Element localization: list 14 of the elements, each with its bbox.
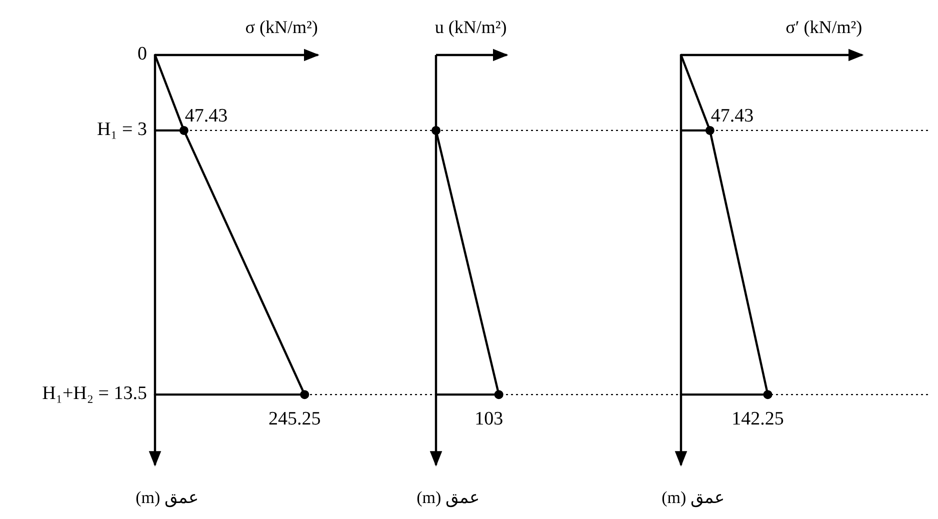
data-label: 47.43 <box>710 105 754 126</box>
y-tick-label: H₁+H₂ = 13.5 <box>42 382 147 404</box>
y-axis-title: عمق (m) <box>662 488 724 508</box>
x-axis-title: u (kN/m²) <box>434 17 507 37</box>
x-axis-title: σ (kN/m²) <box>245 17 318 37</box>
data-label: 142.25 <box>732 408 784 430</box>
data-label: 103 <box>474 408 504 430</box>
data-label: 245.25 <box>268 408 321 430</box>
y-tick-label: 0 <box>138 43 147 64</box>
y-tick-label: H₁ = 3 <box>96 118 147 140</box>
data-label: 47.43 <box>184 105 228 126</box>
y-axis-title: عمق (m) <box>136 488 198 508</box>
y-axis-title: عمق (m) <box>416 488 480 508</box>
x-axis-title: σ′ (kN/m²) <box>786 17 862 37</box>
